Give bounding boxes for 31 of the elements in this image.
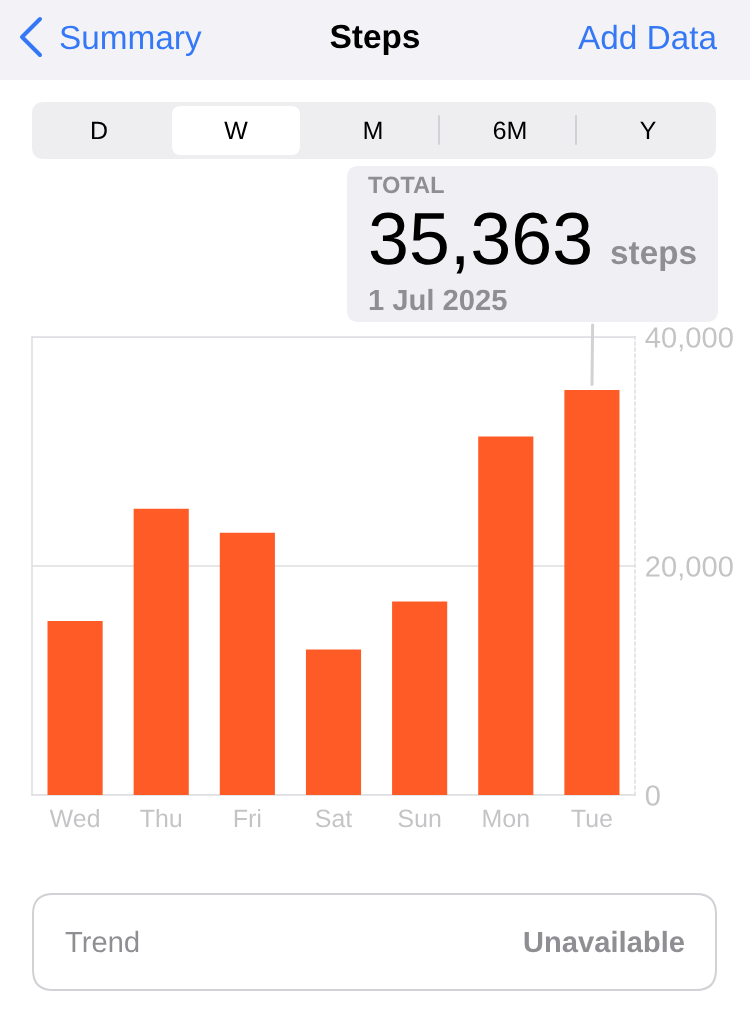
bar: [133, 508, 189, 795]
x-tick-label: Wed: [49, 808, 99, 828]
chart-title: Steps: [330, 24, 420, 55]
x-tick-label: Thu: [140, 808, 182, 828]
bar: [392, 601, 448, 795]
bar: [305, 649, 362, 795]
y-tick-label: 20,000: [646, 556, 733, 581]
y-tick-label: 40,000: [645, 327, 733, 352]
text: M: [364, 121, 382, 139]
text: 1 Jul 2025: [369, 288, 507, 311]
text: steps: [611, 242, 696, 271]
bar: [564, 390, 620, 795]
text: W: [224, 121, 248, 139]
bar: [219, 532, 275, 795]
x-tick-label: Sun: [398, 809, 441, 828]
text: D: [92, 121, 107, 139]
text: Y: [640, 121, 656, 139]
text: TOTAL: [368, 176, 444, 194]
x-tick-label: Mon: [483, 809, 529, 828]
data-label: 35,363: [370, 212, 590, 274]
text: Add Data: [578, 24, 718, 50]
y-tick-label: 0: [645, 785, 660, 806]
text: Unavailable: [524, 930, 685, 953]
text: 6M: [493, 121, 526, 140]
x-tick-label: Sat: [315, 809, 353, 828]
x-tick-label: Tue: [571, 809, 612, 828]
bar: [47, 620, 103, 795]
text: Summary: [60, 25, 202, 56]
text: Trend: [65, 930, 139, 953]
bar: [478, 436, 534, 795]
x-tick-label: Fri: [234, 808, 261, 828]
